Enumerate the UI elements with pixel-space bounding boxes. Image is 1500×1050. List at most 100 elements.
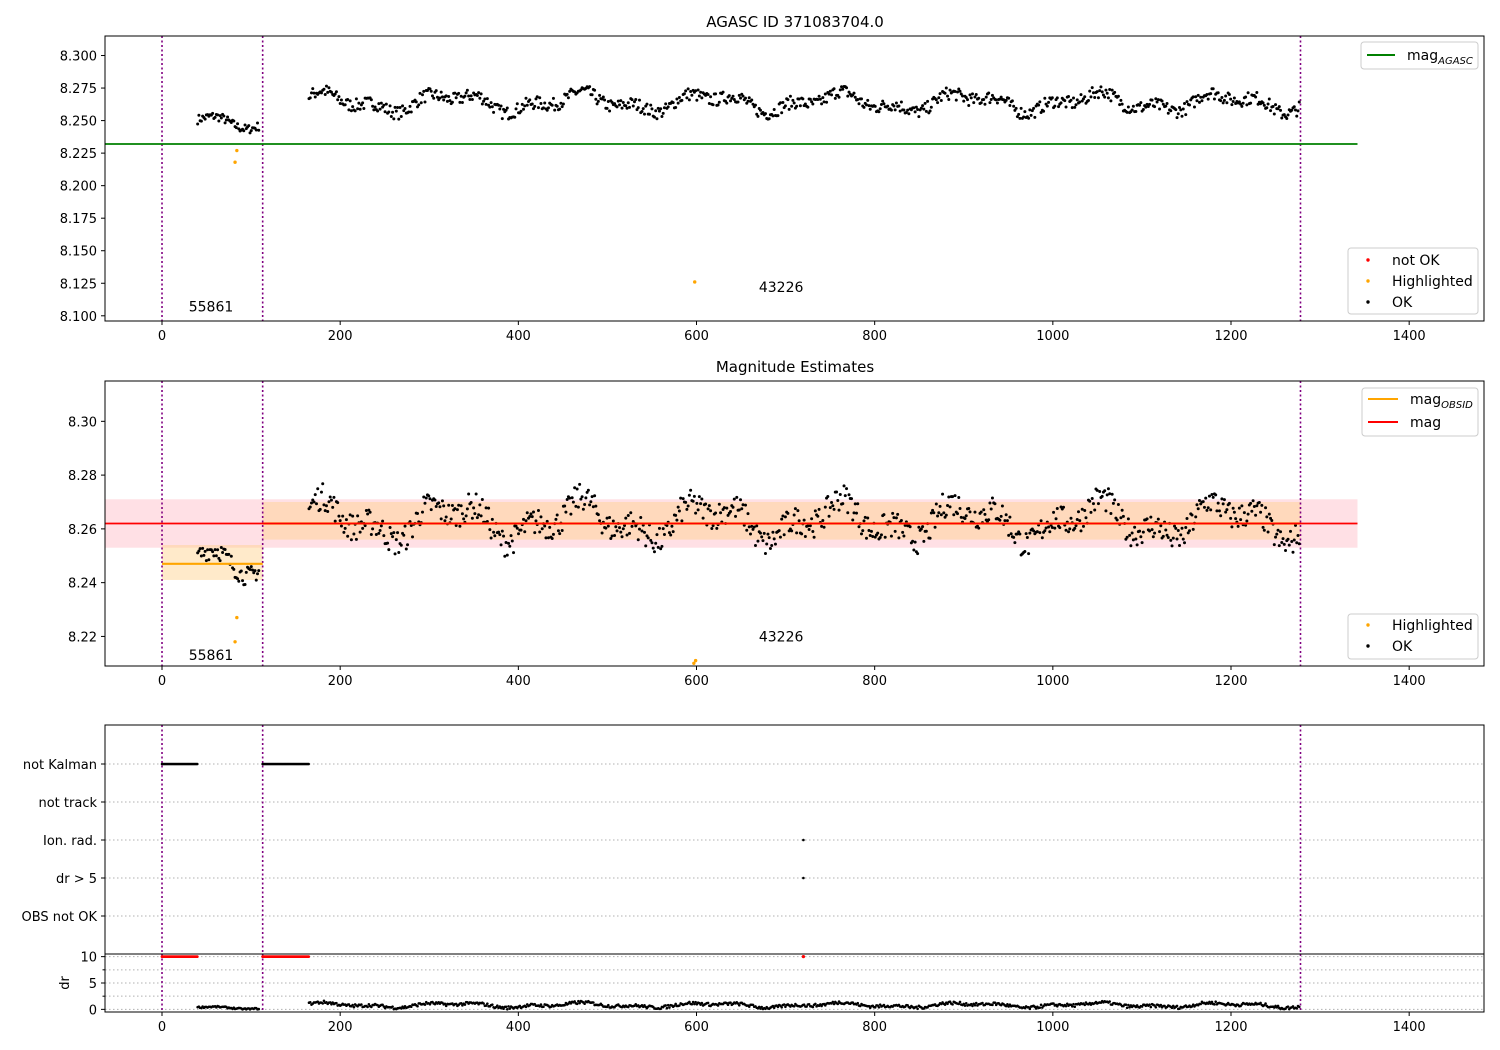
data-point	[625, 533, 629, 537]
data-point	[610, 100, 614, 104]
data-point	[1175, 116, 1179, 120]
data-point	[717, 100, 721, 104]
data-point	[1144, 105, 1148, 109]
dr-point	[665, 1006, 669, 1010]
data-point	[959, 515, 963, 519]
data-point	[439, 90, 443, 94]
data-point	[1257, 500, 1261, 504]
data-point	[1211, 87, 1215, 91]
data-point	[1169, 538, 1173, 542]
data-point	[539, 515, 543, 519]
data-point	[438, 505, 442, 509]
data-point	[676, 101, 680, 105]
data-point	[756, 539, 760, 543]
dr-point	[726, 1003, 730, 1006]
dr-point	[873, 1006, 877, 1009]
data-point	[780, 111, 784, 115]
data-point	[642, 112, 646, 116]
data-point	[695, 98, 699, 102]
data-point	[843, 494, 847, 498]
data-point	[1002, 98, 1006, 102]
data-point	[977, 96, 981, 100]
data-point	[464, 514, 468, 518]
flag-point	[307, 762, 310, 766]
data-point	[792, 101, 796, 105]
dr-point	[784, 1005, 787, 1009]
data-point	[792, 513, 796, 517]
x-tick-label: 600	[684, 1020, 709, 1035]
data-point	[465, 88, 469, 92]
data-point	[1166, 535, 1170, 539]
x-tick-label: 800	[862, 1020, 887, 1035]
data-point	[1044, 526, 1048, 530]
data-point	[510, 539, 514, 543]
data-point	[1081, 524, 1085, 528]
data-point	[711, 524, 715, 528]
data-point	[396, 531, 400, 535]
data-point	[1265, 106, 1269, 110]
data-point	[1239, 102, 1243, 106]
data-point	[554, 517, 558, 521]
data-point	[972, 101, 976, 105]
data-point	[458, 524, 462, 528]
data-point	[1220, 96, 1224, 100]
data-point	[1039, 519, 1043, 523]
data-point	[489, 536, 493, 540]
data-point	[828, 506, 832, 510]
data-point	[579, 497, 583, 501]
dr-point	[951, 1003, 954, 1006]
data-point	[1261, 525, 1265, 529]
data-point	[324, 504, 328, 508]
data-point	[700, 497, 704, 501]
dr-point	[484, 1004, 488, 1007]
data-point	[459, 504, 463, 508]
data-point	[492, 530, 496, 534]
data-point	[753, 103, 757, 107]
data-point	[1070, 106, 1074, 110]
data-point	[565, 92, 569, 96]
data-point	[223, 121, 227, 125]
data-point	[1178, 543, 1182, 547]
data-point	[745, 528, 749, 532]
data-point	[346, 97, 350, 101]
data-point	[852, 91, 856, 95]
data-point	[828, 89, 832, 93]
data-point	[1216, 91, 1220, 95]
data-point	[1091, 91, 1095, 95]
data-point	[706, 507, 710, 511]
data-point	[512, 551, 516, 555]
data-point	[662, 106, 666, 110]
y-tick-label: 8.100	[60, 310, 97, 325]
data-point	[613, 102, 617, 106]
data-point	[464, 91, 468, 95]
data-point	[1271, 104, 1275, 108]
data-point	[605, 516, 609, 520]
data-point	[832, 507, 836, 511]
data-point	[1073, 526, 1077, 530]
data-point	[636, 106, 640, 110]
data-point	[989, 98, 993, 102]
highlighted-point	[693, 658, 698, 663]
data-point	[1195, 503, 1199, 507]
data-point	[531, 107, 535, 111]
data-point	[479, 514, 483, 518]
data-point	[1199, 95, 1203, 99]
data-point	[630, 524, 634, 528]
data-point	[922, 107, 926, 111]
data-point	[196, 122, 200, 126]
data-point	[1185, 100, 1189, 104]
flag-point	[195, 762, 199, 766]
data-point	[1018, 532, 1022, 536]
dr-point	[811, 1005, 815, 1009]
data-point	[1134, 537, 1138, 541]
data-point	[641, 107, 645, 111]
data-point	[619, 530, 623, 534]
data-point	[729, 99, 733, 103]
data-point	[763, 112, 767, 116]
data-point	[347, 108, 351, 112]
data-point	[490, 105, 494, 109]
flag-row-label: OBS not OK	[22, 910, 98, 925]
data-point	[601, 95, 605, 99]
data-point	[1280, 116, 1284, 120]
data-point	[1088, 89, 1092, 93]
